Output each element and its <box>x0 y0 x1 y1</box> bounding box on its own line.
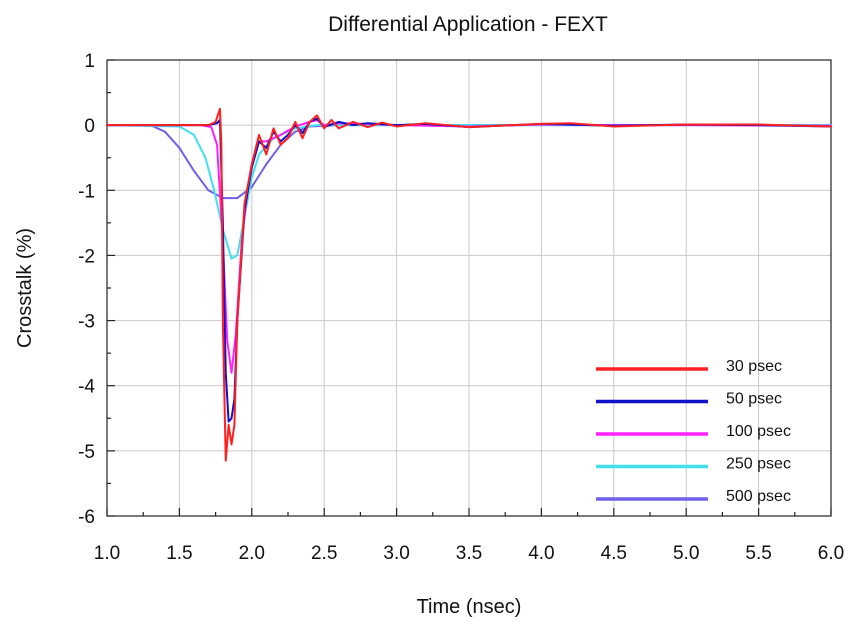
y-tick-label: -6 <box>78 507 95 528</box>
x-tick-label: 4.5 <box>601 543 627 564</box>
axis-ticks <box>106 59 832 517</box>
x-tick-label: 2.0 <box>239 543 265 564</box>
legend-label: 100 psec <box>726 423 791 440</box>
y-tick-label: 0 <box>84 116 95 137</box>
chart-title: Differential Application - FEXT <box>328 13 608 36</box>
legend-label: 250 psec <box>726 456 791 473</box>
y-tick-label: -3 <box>78 312 95 333</box>
x-tick-label: 2.5 <box>311 543 337 564</box>
x-tick-label: 6.0 <box>818 543 844 564</box>
y-tick-label: -1 <box>78 181 95 202</box>
legend-label: 50 psec <box>726 391 782 408</box>
y-axis-title: Crosstalk (%) <box>14 228 36 348</box>
x-tick-label: 4.0 <box>528 543 554 564</box>
series-lines <box>106 107 832 462</box>
x-tick-label: 5.0 <box>673 543 699 564</box>
legend-label: 30 psec <box>726 358 782 375</box>
x-axis-title: Time (nsec) <box>417 596 522 618</box>
legend-label: 500 psec <box>726 488 791 505</box>
y-tick-label: -2 <box>78 246 95 267</box>
x-tick-label: 5.5 <box>745 543 771 564</box>
grid-lines <box>106 59 832 517</box>
x-axis-tick-labels: 1.0 1.5 2.0 2.5 3.0 3.5 4.0 4.5 5.0 5.5 6.0 <box>94 543 844 564</box>
x-tick-label: 1.5 <box>166 543 192 564</box>
series-line-30-psec <box>106 107 832 462</box>
legend: 30 psec 50 psec 100 psec 250 psec 500 psec <box>596 358 791 505</box>
x-tick-label: 3.0 <box>383 543 409 564</box>
y-tick-label: -4 <box>78 377 95 398</box>
y-tick-label: 1 <box>84 51 95 72</box>
y-axis-tick-labels: 1 0 -1 -2 -3 -4 -5 -6 <box>78 51 95 528</box>
x-tick-label: 1.0 <box>94 543 120 564</box>
y-tick-label: -5 <box>78 442 95 463</box>
x-tick-label: 3.5 <box>456 543 482 564</box>
